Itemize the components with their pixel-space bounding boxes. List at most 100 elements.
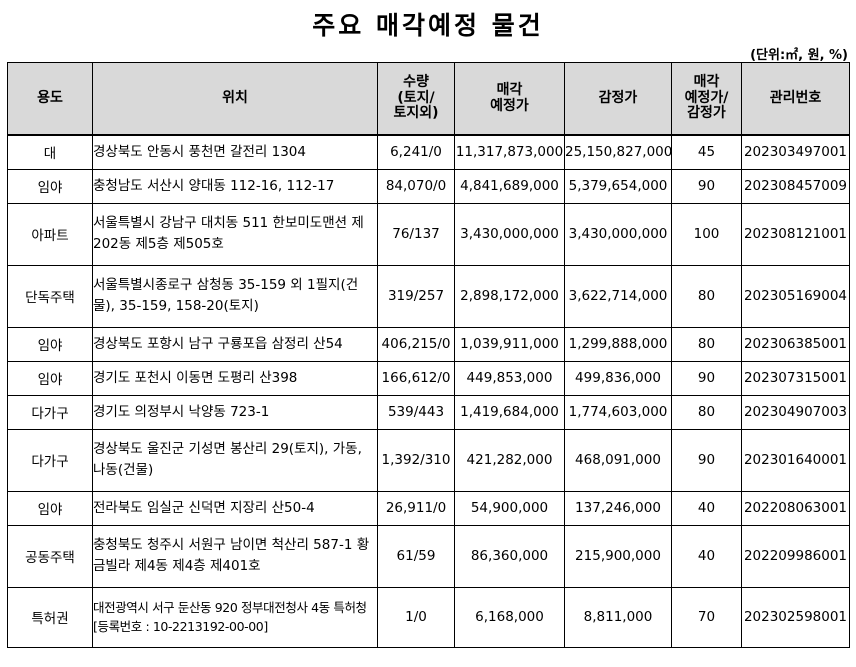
- cell-sale-price: 4,841,689,000: [454, 168, 565, 204]
- cell-location: 경기도 의정부시 낙양동 723-1: [92, 394, 378, 430]
- cell-ratio: 70: [671, 586, 742, 648]
- table-row: 공동주택 충청북도 청주시 서원구 남이면 척산리 587-1 황금빌라 제4동…: [7, 524, 850, 588]
- cell-appraisal: 1,774,603,000: [564, 394, 672, 430]
- cell-quantity: 61/59: [377, 524, 455, 588]
- cell-ratio: 80: [671, 394, 742, 430]
- unit-note: (단위:㎡, 원, %): [750, 48, 848, 63]
- table-body: 대 경상북도 안동시 풍천면 갈전리 1304 6,241/0 11,317,8…: [7, 134, 850, 648]
- table-row: 임야 전라북도 임실군 신덕면 지장리 산50-4 26,911/0 54,90…: [7, 490, 850, 526]
- table-row: 아파트 서울특별시 강남구 대치동 511 한보미도맨션 제202동 제5층 제…: [7, 202, 850, 266]
- cell-sale-price: 421,282,000: [454, 428, 565, 492]
- cell-ratio: 100: [671, 202, 742, 266]
- table-row: 특허권 대전광역시 서구 둔산동 920 정부대전청사 4동 특허청[등록번호 …: [7, 586, 850, 648]
- table-row: 임야 경기도 포천시 이동면 도평리 산398 166,612/0 449,85…: [7, 360, 850, 396]
- header-sale-price-line1: 매각: [496, 81, 523, 98]
- cell-quantity: 319/257: [377, 264, 455, 328]
- cell-mgmt-no: 202208063001: [741, 490, 850, 526]
- cell-sale-price: 11,317,873,000: [454, 134, 565, 170]
- cell-location: 경기도 포천시 이동면 도평리 산398: [92, 360, 378, 396]
- header-quantity-line2: (토지/: [397, 89, 435, 106]
- header-ratio-line2: 예정가/: [684, 89, 729, 106]
- cell-ratio: 90: [671, 168, 742, 204]
- cell-mgmt-no: 202301640001: [741, 428, 850, 492]
- cell-mgmt-no: 202209986001: [741, 524, 850, 588]
- cell-location: 서울특별시종로구 삼청동 35-159 외 1필지(건물), 35-159, 1…: [92, 264, 378, 328]
- cell-sale-price: 1,419,684,000: [454, 394, 565, 430]
- table-row: 단독주택 서울특별시종로구 삼청동 35-159 외 1필지(건물), 35-1…: [7, 264, 850, 328]
- table-row: 대 경상북도 안동시 풍천면 갈전리 1304 6,241/0 11,317,8…: [7, 134, 850, 170]
- cell-quantity: 84,070/0: [377, 168, 455, 204]
- cell-sale-price: 2,898,172,000: [454, 264, 565, 328]
- cell-use: 단독주택: [7, 264, 93, 328]
- cell-use: 임야: [7, 360, 93, 396]
- cell-ratio: 40: [671, 524, 742, 588]
- header-ratio: 매각 예정가/ 감정가: [671, 62, 742, 136]
- cell-mgmt-no: 202303497001: [741, 134, 850, 170]
- cell-location: 충청남도 서산시 양대동 112-16, 112-17: [92, 168, 378, 204]
- cell-appraisal: 1,299,888,000: [564, 326, 672, 362]
- header-quantity-line3: 토지외): [393, 105, 439, 122]
- property-table: 용도 위치 수량 (토지/ 토지외) 매각 예정가 감정가 매각 예정가/ 감정…: [7, 62, 850, 648]
- header-quantity-line1: 수량: [403, 73, 429, 90]
- cell-location: 전라북도 임실군 신덕면 지장리 산50-4: [92, 490, 378, 526]
- header-ratio-line1: 매각: [693, 73, 720, 90]
- cell-mgmt-no: 202305169004: [741, 264, 850, 328]
- header-location: 위치: [92, 62, 378, 136]
- cell-sale-price: 54,900,000: [454, 490, 565, 526]
- cell-ratio: 40: [671, 490, 742, 526]
- cell-use: 임야: [7, 326, 93, 362]
- cell-mgmt-no: 202302598001: [741, 586, 850, 648]
- cell-quantity: 166,612/0: [377, 360, 455, 396]
- table-row: 임야 경상북도 포항시 남구 구룡포읍 삼정리 산54 406,215/0 1,…: [7, 326, 850, 362]
- cell-appraisal: 137,246,000: [564, 490, 672, 526]
- table-header: 용도 위치 수량 (토지/ 토지외) 매각 예정가 감정가 매각 예정가/ 감정…: [7, 62, 850, 136]
- cell-quantity: 1/0: [377, 586, 455, 648]
- header-sale-price-line2: 예정가: [490, 97, 529, 114]
- cell-ratio: 80: [671, 264, 742, 328]
- cell-mgmt-no: 202307315001: [741, 360, 850, 396]
- header-sale-price: 매각 예정가: [454, 62, 565, 136]
- cell-location: 서울특별시 강남구 대치동 511 한보미도맨션 제202동 제5층 제505호: [92, 202, 378, 266]
- page-title: 주요 매각예정 물건: [312, 11, 544, 40]
- header-use: 용도: [7, 62, 93, 136]
- cell-use: 공동주택: [7, 524, 93, 588]
- header-appraisal: 감정가: [564, 62, 672, 136]
- header-mgmt-no: 관리번호: [741, 62, 850, 136]
- cell-appraisal: 8,811,000: [564, 586, 672, 648]
- cell-quantity: 1,392/310: [377, 428, 455, 492]
- header-ratio-line3: 감정가: [687, 105, 726, 122]
- cell-appraisal: 25,150,827,000: [564, 134, 672, 170]
- cell-use: 아파트: [7, 202, 93, 266]
- cell-appraisal: 3,430,000,000: [564, 202, 672, 266]
- cell-appraisal: 499,836,000: [564, 360, 672, 396]
- cell-location: 경상북도 안동시 풍천면 갈전리 1304: [92, 134, 378, 170]
- cell-quantity: 76/137: [377, 202, 455, 266]
- cell-use: 임야: [7, 490, 93, 526]
- cell-quantity: 26,911/0: [377, 490, 455, 526]
- cell-mgmt-no: 202308121001: [741, 202, 850, 266]
- cell-ratio: 90: [671, 428, 742, 492]
- cell-use: 다가구: [7, 394, 93, 430]
- cell-location: 경상북도 포항시 남구 구룡포읍 삼정리 산54: [92, 326, 378, 362]
- cell-use: 임야: [7, 168, 93, 204]
- cell-mgmt-no: 202304907003: [741, 394, 850, 430]
- table-row: 다가구 경기도 의정부시 낙양동 723-1 539/443 1,419,684…: [7, 394, 850, 430]
- cell-location: 대전광역시 서구 둔산동 920 정부대전청사 4동 특허청[등록번호 : 10…: [92, 586, 378, 648]
- cell-location: 충청북도 청주시 서원구 남이면 척산리 587-1 황금빌라 제4동 제4층 …: [92, 524, 378, 588]
- cell-mgmt-no: 202306385001: [741, 326, 850, 362]
- cell-use: 대: [7, 134, 93, 170]
- cell-use: 다가구: [7, 428, 93, 492]
- cell-ratio: 80: [671, 326, 742, 362]
- cell-quantity: 539/443: [377, 394, 455, 430]
- cell-sale-price: 449,853,000: [454, 360, 565, 396]
- table-row: 임야 충청남도 서산시 양대동 112-16, 112-17 84,070/0 …: [7, 168, 850, 204]
- cell-sale-price: 86,360,000: [454, 524, 565, 588]
- cell-mgmt-no: 202308457009: [741, 168, 850, 204]
- cell-use: 특허권: [7, 586, 93, 648]
- cell-ratio: 90: [671, 360, 742, 396]
- header-row: 용도 위치 수량 (토지/ 토지외) 매각 예정가 감정가 매각 예정가/ 감정…: [7, 62, 850, 136]
- cell-sale-price: 6,168,000: [454, 586, 565, 648]
- header-quantity: 수량 (토지/ 토지외): [377, 62, 455, 136]
- cell-quantity: 406,215/0: [377, 326, 455, 362]
- cell-quantity: 6,241/0: [377, 134, 455, 170]
